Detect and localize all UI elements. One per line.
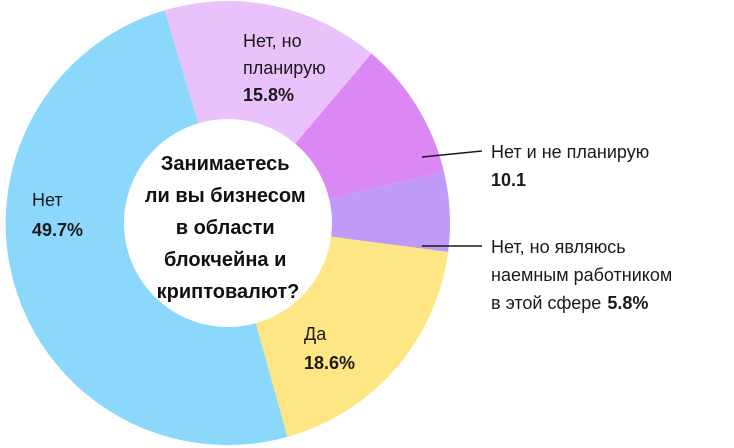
chart-title-line: в области (176, 217, 275, 239)
chart-title: Занимаетесь ли вы бизнесом в области бло… (145, 153, 311, 303)
slice-label-employee: Нет, но являюсь наемным работником в это… (491, 237, 677, 313)
chart-title-line: Занимаетесь (161, 153, 290, 175)
slice-value: 15.8% (243, 85, 294, 105)
slice-label-planning: Нет, но планирую 15.8% (243, 31, 331, 105)
slice-value: 18.6% (304, 353, 355, 373)
slice-label-line: планирую (243, 58, 326, 78)
slice-label-not-planning: Нет и не планирую 10.1 (491, 142, 654, 190)
slice-value: 10.1 (491, 170, 526, 190)
slice-value: 5.8% (607, 293, 648, 313)
chart-title-line: криптовалют? (157, 281, 300, 303)
leader-line (421, 150, 483, 158)
donut-hole (124, 119, 332, 327)
slice-label-line: Да (304, 324, 327, 344)
slice-label-line: Нет (32, 190, 63, 210)
slice-label-no: Нет 49.7% (32, 190, 83, 240)
slice-label-line: наемным работником (491, 265, 672, 285)
slice-label-line: Нет, но являюсь (491, 237, 626, 257)
chart-title-line: ли вы бизнесом (145, 185, 306, 207)
slice-label-line: Нет и не планирую (491, 142, 649, 162)
chart-title-line: блокчейна и (164, 249, 286, 271)
slice-label-line: в этой сфере (491, 293, 601, 313)
slice-label-line: Нет, но (243, 31, 302, 51)
slice-label-yes: Да 18.6% (304, 324, 355, 373)
slice-value: 49.7% (32, 220, 83, 240)
slice-employee (228, 171, 450, 253)
